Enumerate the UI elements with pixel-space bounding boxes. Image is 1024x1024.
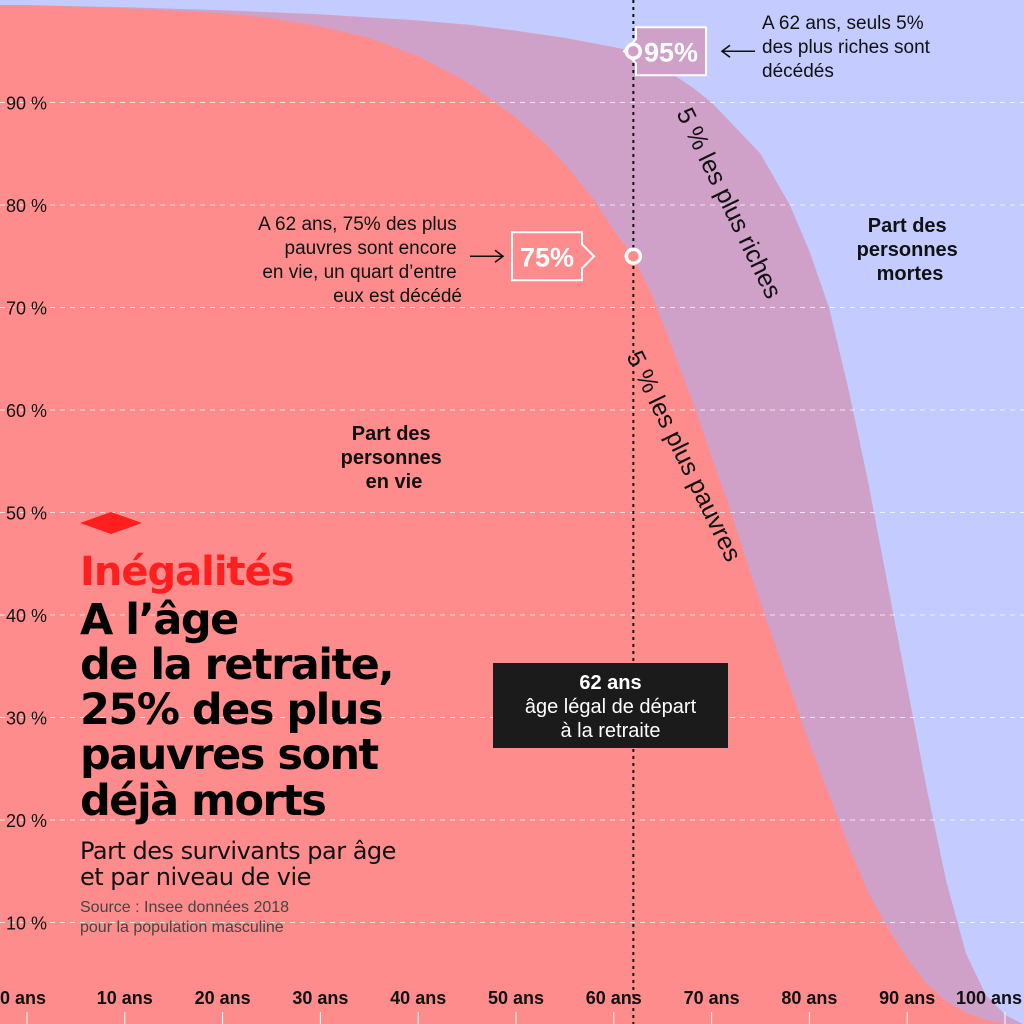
- poor-annotation-line: eux est décédé: [333, 286, 462, 307]
- y-tick-label: 40 %: [6, 606, 47, 626]
- poor-annotation-line: en vie, un quart d’entre: [262, 262, 456, 283]
- headline-line: A l’âge: [80, 595, 239, 645]
- x-tick-label: 10 ans: [97, 988, 153, 1008]
- subtitle-line: Part des survivants par âge: [80, 836, 396, 865]
- x-tick-label: 50 ans: [488, 988, 544, 1008]
- y-tick-label: 90 %: [6, 94, 47, 114]
- y-axis-ticks: 10 % 20 % 30 % 40 % 50 % 60 % 70 % 80 % 90 %: [6, 94, 47, 934]
- source-line: Source : Insee données 2018: [80, 899, 290, 917]
- poor-value-box: [511, 231, 596, 282]
- headline: A l’âge de la retraite, 25% des plus pau…: [80, 595, 540, 826]
- dead-label-line: personnes: [857, 239, 958, 261]
- y-tick-label: 20 %: [6, 811, 47, 831]
- poor-point-marker: [624, 247, 643, 265]
- retirement-age-line-1: âge légal de départ: [524, 696, 697, 718]
- rich-point-marker: [624, 42, 643, 60]
- retirement-age-title: 62 ans: [579, 672, 642, 694]
- source-note: Source : Insee données 2018 pour la popu…: [80, 898, 540, 936]
- x-tick-label: 90 ans: [879, 988, 935, 1008]
- rich-annotation-line: décédés: [762, 61, 834, 82]
- headline-line: déjà morts: [80, 775, 327, 826]
- rich-annotation-line: des plus riches sont: [762, 37, 931, 58]
- x-tick-label: 40 ans: [390, 988, 446, 1008]
- x-axis-ticks: 0 ans 10 ans 20 ans 30 ans 40 ans 50 ans 60 an…: [0, 988, 1022, 1024]
- y-tick-label: 30 %: [6, 709, 47, 729]
- rich-value-label: 95%: [644, 37, 698, 67]
- y-tick-label: 80 %: [6, 196, 47, 216]
- x-tick-label: 20 ans: [195, 988, 251, 1008]
- x-tick-label: 30 ans: [292, 988, 348, 1008]
- poor-annotation-line: A 62 ans, 75% des plus: [258, 214, 457, 235]
- diamond-icon: [80, 512, 142, 534]
- rich-annotation-line: A 62 ans, seuls 5%: [762, 13, 924, 34]
- subtitle-line: et par niveau de vie: [80, 863, 311, 892]
- x-tick-label: 60 ans: [586, 988, 642, 1008]
- kicker: Inégalités: [80, 549, 295, 595]
- y-tick-label: 70 %: [6, 299, 47, 319]
- retirement-age-label: 62 ans âge légal de départ à la retraite: [493, 663, 728, 748]
- alive-area-label: Part des personnes en vie: [341, 423, 448, 493]
- retirement-age-line-2: à la retraite: [560, 720, 661, 742]
- headline-line: 25% des plus: [80, 685, 384, 736]
- dead-label-line: mortes: [877, 263, 944, 285]
- y-tick-label: 60 %: [6, 401, 47, 421]
- x-tick-label: 100 ans: [956, 988, 1022, 1008]
- alive-label-line: personnes: [341, 447, 442, 469]
- poor-arrow-icon: [470, 249, 505, 263]
- x-tick-label: 80 ans: [781, 988, 837, 1008]
- y-tick-label: 50 %: [6, 504, 47, 524]
- headline-line: de la retraite,: [80, 640, 395, 691]
- y-tick-label: 10 %: [6, 914, 47, 934]
- alive-label-line: Part des: [352, 423, 431, 445]
- alive-label-line: en vie: [366, 471, 423, 493]
- rich-annotation-text: A 62 ans, seuls 5% des plus riches sont …: [762, 13, 935, 82]
- poor-value-label: 75%: [520, 242, 574, 272]
- poor-annotation-text: A 62 ans, 75% des plus pauvres sont enco…: [258, 214, 462, 307]
- rich-arrow-icon: [720, 44, 755, 58]
- rich-value-box: [622, 26, 707, 77]
- headline-line: pauvres sont: [80, 730, 379, 781]
- poor-annotation: 75% A 62 ans, 75% des plus pauvres sont …: [258, 214, 643, 307]
- x-tick-label: 0 ans: [0, 988, 46, 1008]
- rich-annotation: 95% A 62 ans, seuls 5% des plus riches s…: [622, 13, 935, 82]
- subtitle: Part des survivants par âge et par nivea…: [80, 836, 540, 892]
- source-line: pour la population masculine: [80, 918, 284, 936]
- title-block: Inégalités A l’âge de la retraite, 25% d…: [80, 512, 540, 937]
- dead-label-line: Part des: [868, 215, 947, 237]
- dead-area-label: Part des personnes mortes: [857, 215, 964, 285]
- poor-annotation-line: pauvres sont encore: [285, 238, 457, 259]
- x-tick-label: 70 ans: [684, 988, 740, 1008]
- poor-series-area: [0, 5, 1024, 1024]
